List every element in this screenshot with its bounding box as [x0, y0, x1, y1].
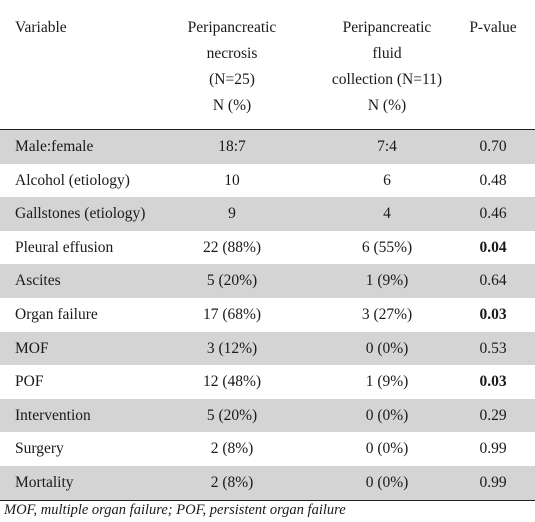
table-row: Surgery 2 (8%) 0 (0%) 0.99 — [0, 432, 535, 466]
header-line: fluid — [372, 45, 402, 62]
cell-fluid-collection: 1 (9%) — [365, 373, 409, 391]
table-row: Intervention 5 (20%) 0 (0%) 0.29 — [0, 398, 535, 433]
table-body: Male:female 18:7 7:4 0.70 Alcohol (etiology)… — [0, 130, 535, 500]
cell-fluid-collection: 1 (9%) — [365, 272, 409, 290]
table-header: Variable Peripancreatic necrosis (N=25) … — [0, 0, 535, 130]
header-line: necrosis — [206, 45, 258, 62]
cell-fluid-collection: 7:4 — [377, 138, 397, 155]
cell-necrosis: 5 (20%) — [206, 272, 258, 290]
cell-p-value: 0.64 — [479, 272, 507, 290]
table-row: POF 12 (48%) 1 (9%) 0.03 — [0, 365, 535, 399]
table-row: Pleural effusion 22 (88%) 6 (55%) 0.04 — [0, 231, 535, 265]
table-row: Alcohol (etiology) 10 6 0.48 — [0, 164, 535, 198]
table-row: Organ failure 17 (68%) 3 (27%) 0.03 — [0, 298, 535, 332]
header-line: Peripancreatic — [342, 19, 432, 36]
cell-fluid-collection: 3 (27%) — [361, 305, 413, 323]
table-footnote: MOF, multiple organ failure; POF, persis… — [4, 502, 346, 518]
table-row: Male:female 18:7 7:4 0.70 — [0, 130, 535, 164]
cell-necrosis: 22 (88%) — [202, 238, 262, 256]
cell-necrosis: 2 (8%) — [210, 473, 254, 491]
header-line: N (%) — [212, 97, 252, 114]
cell-p-value: 0.29 — [479, 406, 507, 424]
table-bottom-rule — [0, 499, 535, 501]
header-p-value: P-value — [462, 15, 524, 41]
cell-variable: POF — [15, 373, 44, 391]
comparison-table: Variable Peripancreatic necrosis (N=25) … — [0, 0, 535, 501]
table-row: MOF 3 (12%) 0 (0%) 0.53 — [0, 331, 535, 366]
cell-p-value: 0.99 — [479, 473, 507, 491]
table-row: Gallstones (etiology) 9 4 0.46 — [0, 197, 535, 231]
cell-fluid-collection: 4 — [383, 205, 391, 223]
cell-fluid-collection: 6 — [383, 171, 391, 189]
cell-variable: Intervention — [15, 406, 91, 424]
cell-variable: Ascites — [15, 272, 61, 290]
cell-necrosis: 17 (68%) — [202, 305, 262, 323]
cell-variable: Alcohol (etiology) — [15, 171, 130, 189]
cell-p-value: 0.53 — [479, 339, 507, 357]
header-line: Peripancreatic — [187, 19, 277, 36]
cell-p-value: 0.99 — [479, 440, 507, 458]
cell-variable: Mortality — [15, 473, 74, 491]
cell-fluid-collection: 0 (0%) — [365, 406, 409, 424]
cell-variable: Gallstones (etiology) — [15, 205, 146, 223]
cell-variable: Pleural effusion — [15, 238, 114, 256]
table-row: Ascites 5 (20%) 1 (9%) 0.64 — [0, 264, 535, 298]
header-line: N (%) — [367, 97, 407, 114]
cell-p-value: 0.03 — [479, 305, 507, 323]
cell-fluid-collection: 0 (0%) — [365, 473, 409, 491]
cell-variable: Male:female — [15, 138, 94, 155]
cell-fluid-collection: 0 (0%) — [365, 440, 409, 458]
cell-necrosis: 2 (8%) — [210, 440, 254, 458]
cell-necrosis: 12 (48%) — [202, 373, 262, 391]
header-variable: Variable — [15, 15, 67, 41]
cell-variable: Surgery — [15, 440, 64, 458]
cell-necrosis: 10 — [224, 171, 240, 189]
header-line: P-value — [469, 19, 517, 36]
cell-p-value: 0.04 — [479, 238, 507, 256]
cell-p-value: 0.46 — [479, 205, 507, 223]
cell-fluid-collection: 6 (55%) — [361, 238, 413, 256]
header-line: (N=25) — [209, 71, 255, 88]
header-line: Variable — [15, 19, 67, 36]
cell-necrosis: 9 — [228, 205, 236, 223]
cell-necrosis: 5 (20%) — [206, 406, 258, 424]
header-necrosis: Peripancreatic necrosis (N=25) N (%) — [153, 15, 311, 119]
cell-fluid-collection: 0 (0%) — [365, 339, 409, 357]
header-fluid-collection: Peripancreatic fluid collection (N=11) N… — [306, 15, 468, 119]
cell-variable: Organ failure — [15, 305, 98, 323]
cell-p-value: 0.03 — [479, 373, 507, 391]
header-line: collection (N=11) — [331, 71, 443, 88]
cell-necrosis: 3 (12%) — [206, 339, 258, 357]
cell-necrosis: 18:7 — [218, 138, 246, 155]
cell-p-value: 0.70 — [479, 138, 507, 155]
cell-p-value: 0.48 — [479, 171, 507, 189]
table-row: Mortality 2 (8%) 0 (0%) 0.99 — [0, 465, 535, 500]
cell-variable: MOF — [15, 339, 49, 357]
